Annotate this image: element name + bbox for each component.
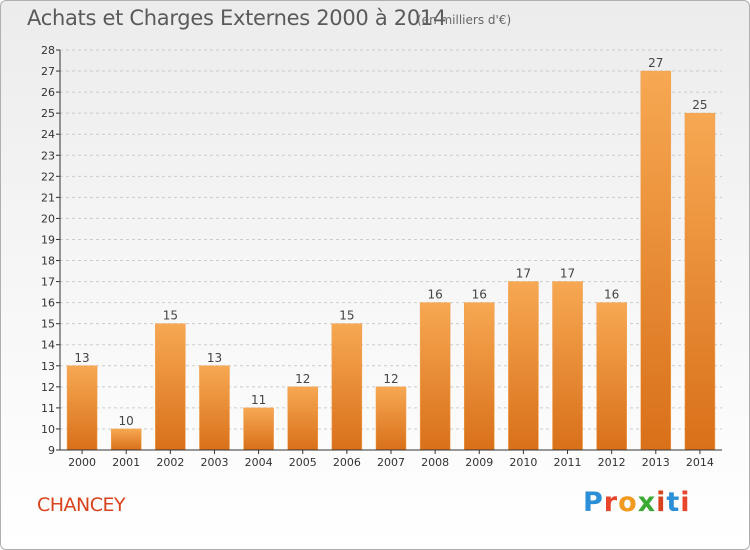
- logo-letter: r: [603, 487, 619, 518]
- y-tick-label: 23: [41, 149, 55, 162]
- y-tick-label: 14: [41, 339, 55, 352]
- y-tick-label: 25: [41, 107, 55, 120]
- x-tick-label: 2014: [686, 456, 714, 469]
- y-tick-label: 17: [41, 276, 55, 289]
- chart-title: Achats et Charges Externes 2000 à 2014: [27, 6, 447, 30]
- x-tick-label: 2010: [509, 456, 537, 469]
- y-tick-label: 19: [41, 233, 55, 246]
- data-label: 10: [119, 414, 134, 428]
- x-tick-label: 2006: [333, 456, 361, 469]
- bar: [110, 428, 142, 451]
- x-tick-label: 2005: [289, 456, 317, 469]
- y-tick-label: 10: [41, 423, 55, 436]
- logo-letter: t: [666, 487, 681, 518]
- y-tick-label: 13: [41, 360, 55, 373]
- bar: [155, 323, 186, 451]
- y-tick-label: 11: [41, 402, 55, 415]
- bar: [287, 386, 318, 451]
- proxiti-logo[interactable]: Proxiti: [583, 487, 691, 518]
- bar: [464, 302, 495, 451]
- chart-subtitle: (en milliers d'€): [417, 13, 512, 27]
- x-tick-label: 2000: [68, 456, 96, 469]
- place-name: CHANCEY: [37, 494, 126, 516]
- data-label: 16: [604, 288, 619, 302]
- bar: [375, 386, 407, 451]
- data-label: 13: [207, 351, 222, 365]
- logo-letter: P: [583, 487, 604, 518]
- bar: [199, 365, 230, 451]
- x-tick-label: 2001: [112, 456, 140, 469]
- data-label: 15: [339, 309, 354, 323]
- data-label: 15: [163, 309, 178, 323]
- data-label: 12: [383, 372, 398, 386]
- data-label: 16: [427, 288, 442, 302]
- x-tick-label: 2003: [200, 456, 228, 469]
- bar: [508, 281, 539, 451]
- y-tick-label: 21: [41, 191, 55, 204]
- logo-letter: i: [656, 487, 667, 518]
- x-tick-label: 2002: [156, 456, 184, 469]
- x-tick-label: 2009: [465, 456, 493, 469]
- x-tick-label: 2004: [245, 456, 273, 469]
- logo-letter: x: [637, 487, 657, 518]
- y-tick-label: 24: [41, 128, 55, 141]
- bar: [243, 407, 274, 451]
- y-tick-label: 9: [48, 444, 55, 457]
- data-label: 25: [692, 98, 707, 112]
- logo-letter: o: [618, 487, 638, 518]
- x-tick-label: 2008: [421, 456, 449, 469]
- bar: [419, 302, 451, 451]
- data-label: 17: [516, 267, 531, 281]
- bar: [66, 365, 98, 451]
- y-tick-label: 12: [41, 381, 55, 394]
- data-label: 27: [648, 56, 663, 70]
- x-tick-label: 2012: [598, 456, 626, 469]
- y-tick-label: 18: [41, 255, 55, 268]
- data-label: 12: [295, 372, 310, 386]
- bar: [552, 281, 583, 451]
- bar: [596, 302, 627, 451]
- y-tick-label: 26: [41, 86, 55, 99]
- data-label: 11: [251, 393, 266, 407]
- data-label: 17: [560, 267, 575, 281]
- y-tick-label: 27: [41, 65, 55, 78]
- data-label: 16: [472, 288, 487, 302]
- x-tick-label: 2011: [554, 456, 582, 469]
- bar: [684, 112, 716, 451]
- y-tick-label: 16: [41, 297, 55, 310]
- x-tick-label: 2013: [642, 456, 670, 469]
- y-tick-label: 15: [41, 318, 55, 331]
- y-tick-label: 20: [41, 212, 55, 225]
- bar: [331, 323, 363, 451]
- y-tick-label: 22: [41, 170, 55, 183]
- data-label: 13: [74, 351, 89, 365]
- y-tick-label: 28: [41, 44, 55, 57]
- bar: [640, 70, 672, 451]
- x-tick-label: 2007: [377, 456, 405, 469]
- logo-letter: i: [680, 487, 691, 518]
